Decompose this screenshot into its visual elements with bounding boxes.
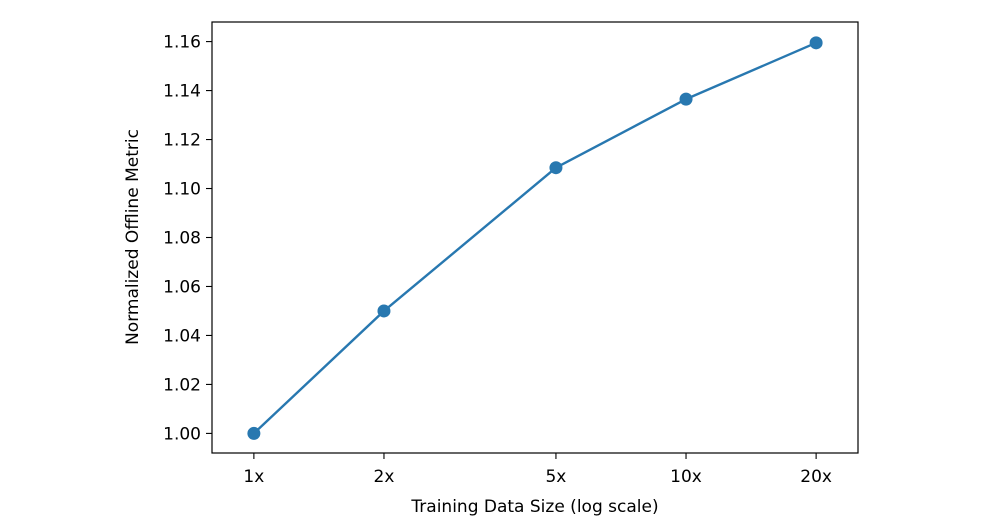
- data-point: [809, 36, 823, 50]
- y-tick-label: 1.12: [163, 131, 201, 151]
- y-tick-label: 1.00: [163, 424, 201, 444]
- data-point: [679, 92, 693, 106]
- plot-frame: [211, 21, 859, 454]
- x-tick-label: 2x: [374, 467, 395, 487]
- y-tick-label: 1.10: [163, 180, 201, 200]
- y-axis-label: Normalized Offline Metric: [123, 129, 143, 345]
- series-layer: [247, 36, 823, 440]
- series-line: [253, 41, 817, 435]
- x-tick-label: 20x: [800, 467, 832, 487]
- data-point: [549, 161, 563, 175]
- y-tick-label: 1.02: [163, 375, 201, 395]
- y-tick-label: 1.16: [163, 33, 201, 53]
- x-tick-label: 10x: [670, 467, 702, 487]
- x-tick-label: 5x: [545, 467, 566, 487]
- x-axis-label: Training Data Size (log scale): [410, 497, 658, 517]
- y-tick-label: 1.06: [163, 277, 201, 297]
- data-point: [247, 426, 261, 440]
- x-tick-label: 1x: [243, 467, 264, 487]
- y-tick-label: 1.04: [163, 326, 201, 346]
- y-tick-label: 1.14: [163, 82, 201, 102]
- data-point: [377, 304, 391, 318]
- x-axis: 1x 2x 5x 10x 20x: [243, 453, 832, 487]
- y-axis: 1.00 1.02 1.04 1.06 1.08 1.10 1.12 1.14 1.16: [163, 33, 212, 444]
- y-tick-label: 1.08: [163, 229, 201, 249]
